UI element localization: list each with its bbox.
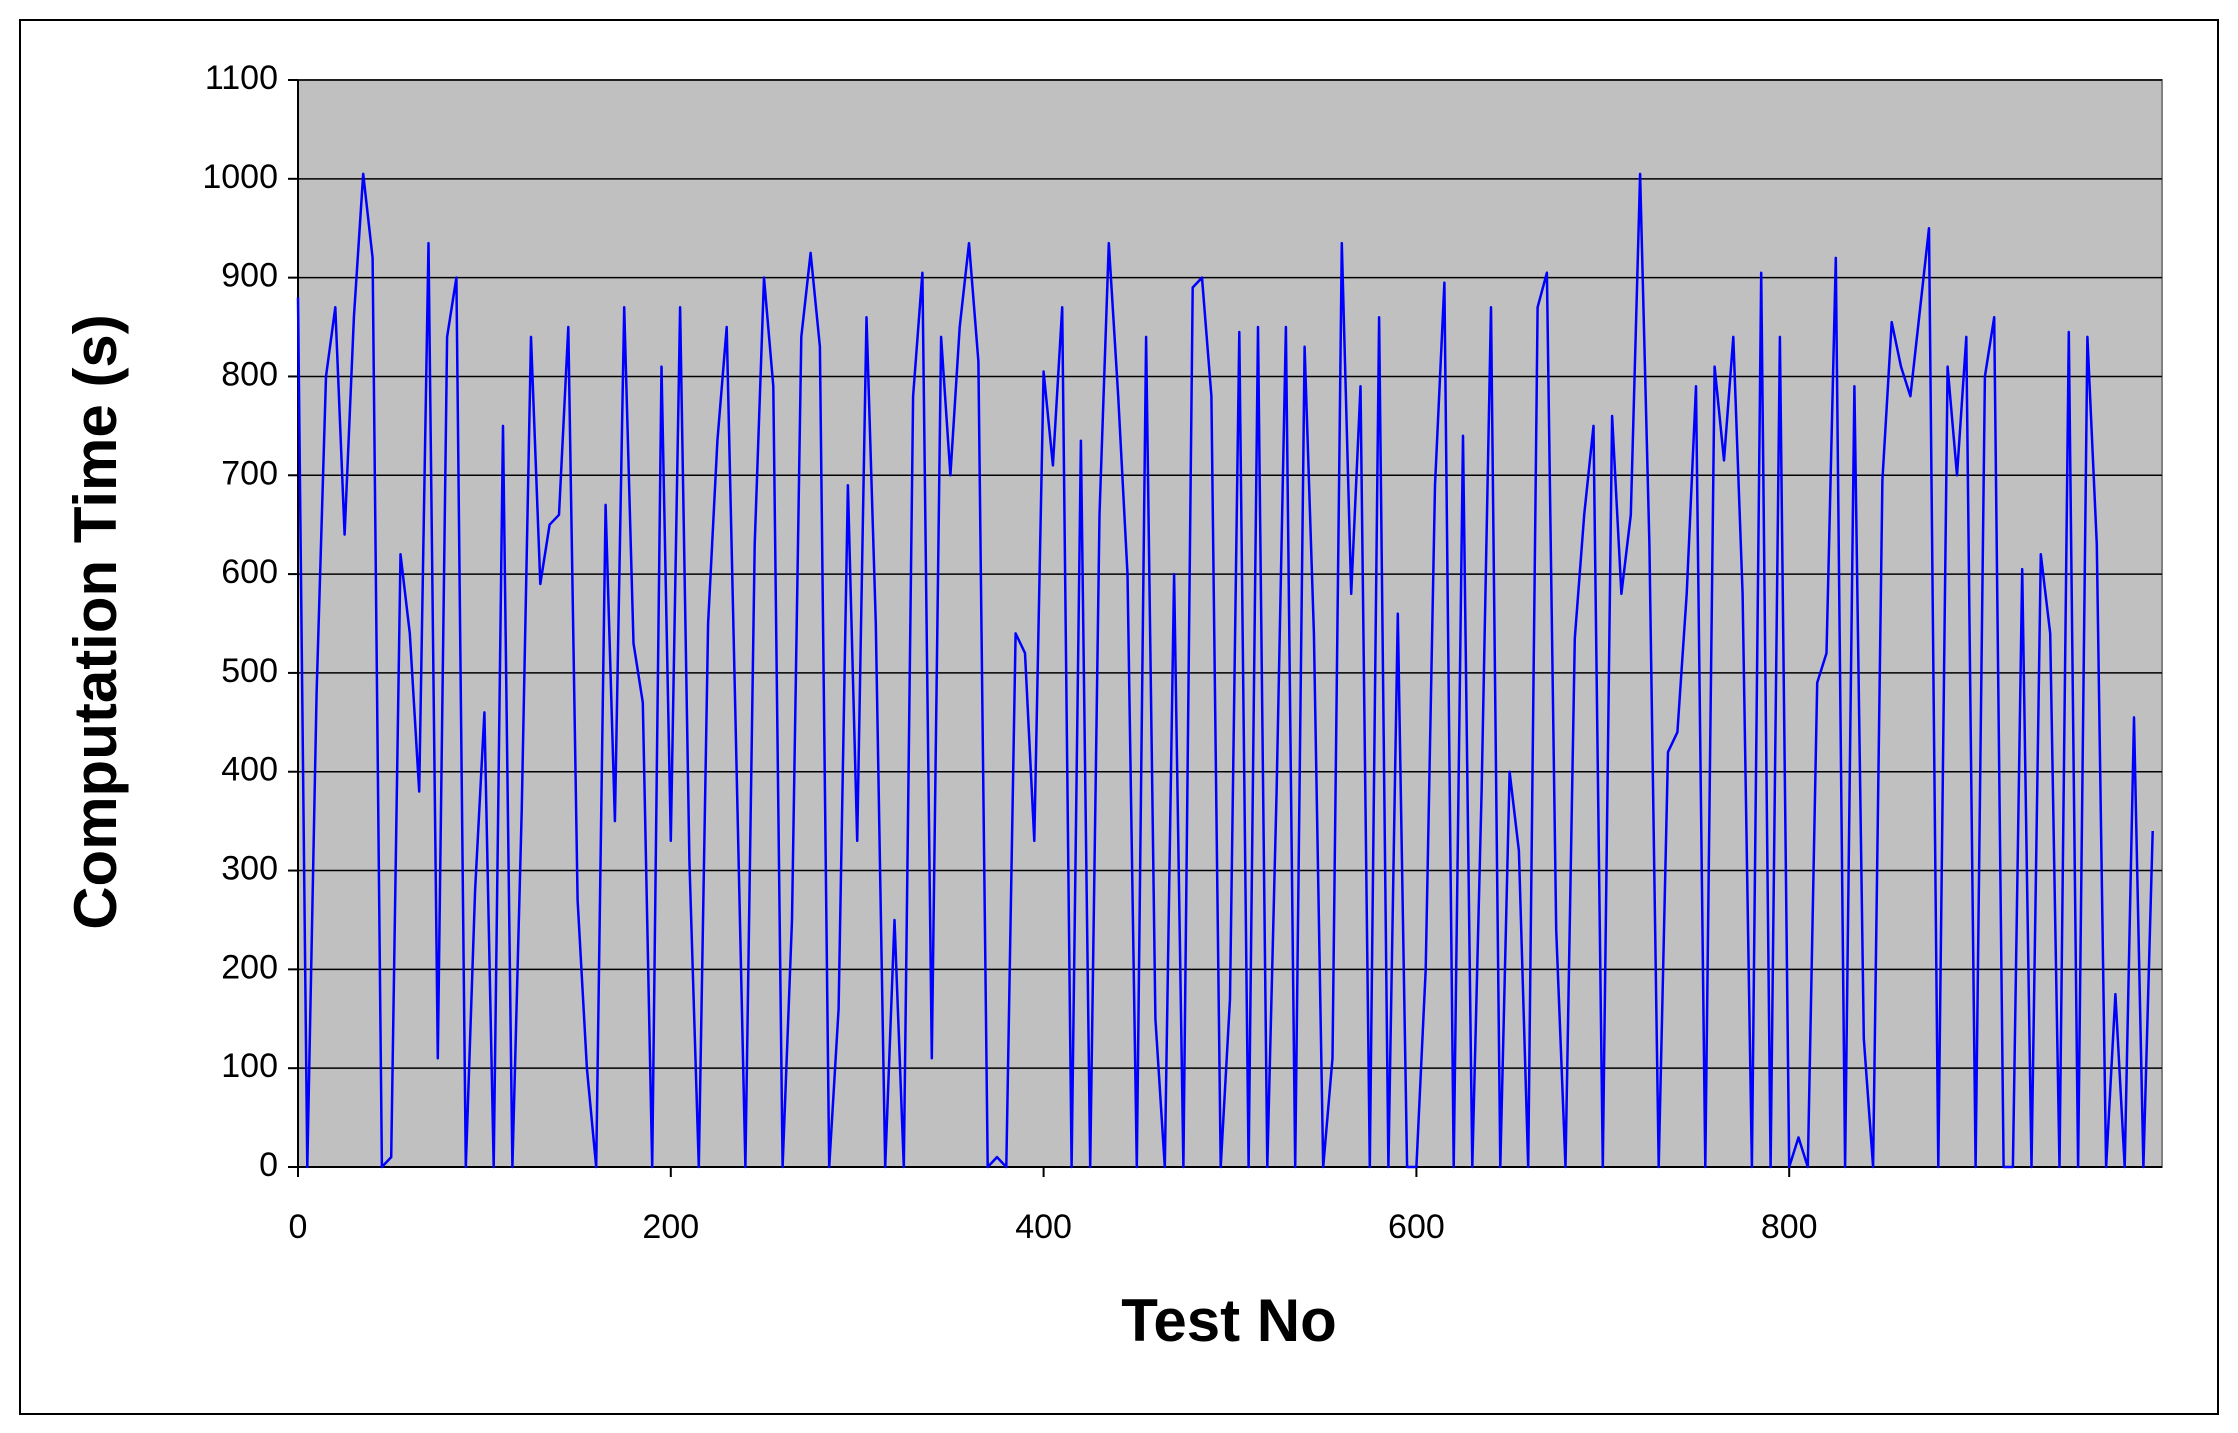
- y-tick-label: 700: [221, 454, 278, 492]
- y-tick-label: 1000: [202, 158, 278, 196]
- y-tick-label: 0: [259, 1146, 278, 1184]
- y-tick-label: 1100: [205, 59, 278, 97]
- y-axis-title: Computation Time (s): [62, 314, 129, 930]
- x-tick-label: 0: [289, 1208, 308, 1246]
- x-tick-label: 600: [1388, 1208, 1445, 1246]
- y-tick-label: 400: [221, 751, 278, 789]
- data-line: [296, 172, 2154, 1169]
- y-tick-label: 600: [221, 553, 278, 591]
- y-tick-label: 300: [221, 850, 278, 888]
- y-tick-label: 800: [221, 355, 278, 393]
- x-tick-label: 800: [1761, 1208, 1818, 1246]
- y-tick-label: 100: [221, 1047, 278, 1085]
- x-tick-label: 400: [1015, 1208, 1072, 1246]
- y-tick-label: 900: [221, 257, 278, 295]
- y-tick-label: 500: [221, 652, 278, 690]
- x-axis-title: Test No: [1121, 1287, 1337, 1354]
- x-tick-label: 200: [642, 1208, 699, 1246]
- y-tick-label: 200: [221, 948, 278, 986]
